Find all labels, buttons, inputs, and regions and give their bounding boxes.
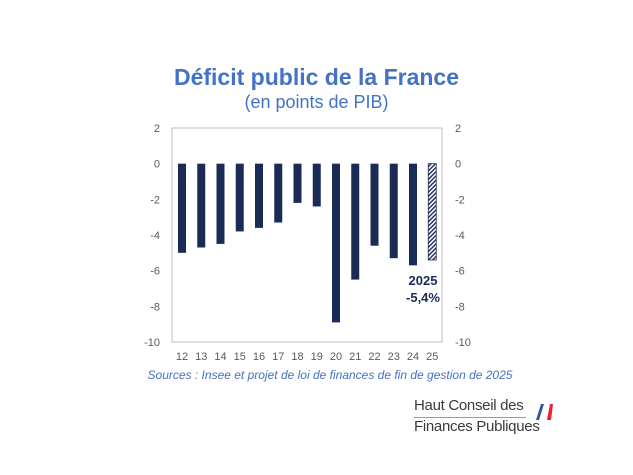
bar (197, 163, 206, 248)
bar-forecast (427, 163, 437, 261)
source-note: Sources : Insee et projet de loi de fina… (147, 368, 513, 382)
y-tick-left: -4 (150, 230, 160, 242)
y-tick-left: 0 (154, 159, 160, 171)
logo-line2: Finances Publiques (414, 418, 540, 435)
bar (409, 163, 417, 266)
plot-area (171, 127, 443, 343)
y-tick-right: -2 (455, 194, 465, 206)
bar (293, 163, 302, 203)
x-tick: 13 (195, 351, 207, 363)
logo-rule (414, 417, 526, 418)
bar (332, 163, 340, 323)
x-tick: 23 (388, 351, 400, 363)
x-tick: 17 (272, 351, 284, 363)
y-tick-right: -8 (455, 301, 465, 313)
logo-line1: Haut Conseil des (414, 397, 524, 414)
x-tick: 20 (330, 351, 342, 363)
french-flag-icon (536, 404, 553, 420)
chart-subtitle: (en points de PIB) (244, 92, 389, 112)
y-tick-left: 2 (154, 123, 160, 135)
y-tick-left: -2 (150, 194, 160, 206)
x-tick: 24 (407, 351, 419, 363)
bar (235, 163, 244, 232)
bar (274, 163, 283, 223)
y-tick-right: 0 (455, 159, 461, 171)
x-tick: 18 (291, 351, 303, 363)
bar (178, 163, 186, 253)
x-tick: 25 (426, 351, 438, 363)
y-tick-left: -6 (150, 266, 160, 278)
x-tick: 15 (234, 351, 246, 363)
y-tick-right: -6 (455, 266, 465, 278)
chart-title: Déficit public de la France (173, 64, 460, 90)
bar (255, 163, 263, 228)
y-tick-left: -10 (144, 337, 160, 349)
x-tick: 12 (176, 351, 188, 363)
x-tick: 21 (349, 351, 361, 363)
x-tick: 22 (368, 351, 380, 363)
y-tick-right: -10 (455, 337, 471, 349)
annotation-year: 2025 (409, 273, 438, 288)
bar (370, 163, 379, 246)
x-tick: 19 (311, 351, 323, 363)
x-tick: 16 (253, 351, 265, 363)
bar (389, 163, 398, 259)
x-tick: 14 (214, 351, 226, 363)
bar (216, 163, 225, 244)
y-tick-right: -4 (455, 230, 465, 242)
bar (312, 163, 321, 207)
hcfp-logo: Haut Conseil des Finances Publiques (414, 397, 564, 445)
annotation-value: -5,4% (406, 290, 440, 305)
bar (351, 163, 360, 280)
y-tick-left: -8 (150, 301, 160, 313)
y-tick-right: 2 (455, 123, 461, 135)
